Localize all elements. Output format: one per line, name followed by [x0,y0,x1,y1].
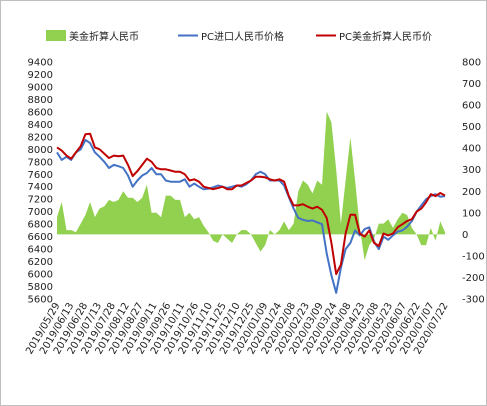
left-tick-label: 8600 [28,107,53,118]
right-tick-label: 500 [462,122,481,133]
left-tick-label: 6600 [28,232,53,243]
legend: 美金折算人民币 PC进口人民币价格 PC美金折算人民币价 [46,30,432,43]
left-tick-label: 5800 [28,282,53,293]
right-tick-label: 300 [462,165,481,176]
legend-label-import: PC进口人民币价格 [201,30,284,43]
left-tick-label: 9200 [28,70,53,81]
left-tick-label: 7600 [28,170,53,181]
left-tick-label: 6000 [28,270,53,281]
right-tick-label: 800 [462,58,481,69]
legend-swatch-area [46,30,66,41]
left-tick-label: 7800 [28,157,53,168]
left-tick-label: 7000 [28,207,53,218]
right-tick-label: 600 [462,101,481,112]
left-tick-label: 9400 [28,58,53,69]
legend-entry-area: 美金折算人民币 [46,30,139,43]
left-tick-label: 6800 [28,220,53,231]
right-axis: -300 -200 -100 0 100 200 300 400 500 600 700 800 [462,58,485,306]
left-tick-label: 6400 [28,245,53,256]
right-tick-label: 400 [462,144,481,155]
left-tick-label: 8000 [28,145,53,156]
right-tick-label: 0 [462,230,468,241]
legend-label-area: 美金折算人民币 [69,30,139,43]
right-tick-label: -100 [462,251,485,262]
legend-label-converted: PC美金折算人民币价 [339,30,432,43]
left-tick-label: 8800 [28,95,53,106]
line-layer [56,132,446,294]
series-line-converted-price [56,132,446,276]
left-tick-label: 8400 [28,120,53,131]
left-tick-label: 6200 [28,257,53,268]
legend-entry-converted: PC美金折算人民币价 [316,30,432,43]
legend-entry-import: PC进口人民币价格 [178,30,284,43]
x-axis: 2019/05/292019/06/132019/06/282019/07/13… [24,301,450,356]
right-tick-label: 700 [462,79,481,90]
left-tick-label: 7400 [28,182,53,193]
left-tick-label: 8200 [28,132,53,143]
left-tick-label: 5600 [28,295,53,306]
right-tick-label: -300 [462,295,485,306]
left-tick-label: 7200 [28,195,53,206]
right-tick-label: -200 [462,273,485,284]
right-tick-label: 200 [462,187,481,198]
right-tick-label: 100 [462,208,481,219]
left-tick-label: 9000 [28,82,53,93]
